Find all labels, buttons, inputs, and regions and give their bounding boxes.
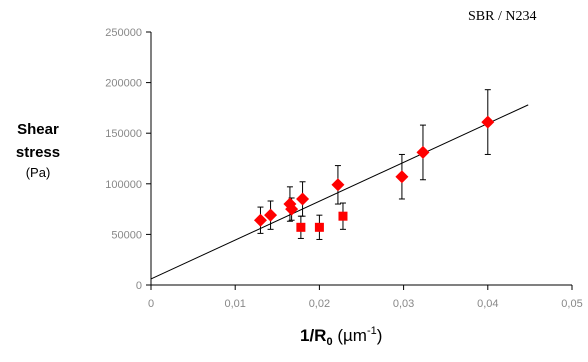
x-tick-label: 0,01 (224, 298, 245, 310)
x-tick-label: 0,04 (477, 298, 498, 310)
chart-annotation: SBR / N234 (468, 9, 537, 24)
y-tick-label: 100000 (105, 179, 142, 191)
data-point-diamond (416, 145, 430, 159)
y-tick-label: 250000 (105, 27, 142, 39)
x-axis-label-unit: (µm-1) (337, 325, 383, 345)
y-tick-label: 50000 (111, 229, 142, 241)
x-tick-label: 0 (148, 298, 154, 310)
trendline (150, 104, 529, 280)
data-point-diamond (285, 202, 299, 216)
data-point-diamond (296, 192, 310, 206)
y-tick-label: 0 (136, 280, 142, 292)
data-point-square (296, 222, 306, 232)
y-axis-label-unit: (Pa) (25, 165, 51, 180)
x-axis-label-subscript: 0 (326, 336, 333, 348)
data-point-diamond (331, 178, 345, 192)
x-tick-label: 0,05 (561, 298, 582, 310)
y-axis-label: Shear stress (Pa) (2, 118, 74, 182)
x-axis-label-main: 1/R (300, 326, 327, 345)
y-axis-label-line1: Shear (17, 121, 59, 138)
y-tick-label: 200000 (105, 78, 142, 90)
y-axis-label-line2: stress (15, 144, 61, 161)
y-tick-label: 150000 (105, 128, 142, 140)
data-point-square (338, 211, 348, 221)
x-axis-label: 1/R0 (µm-1) (300, 325, 382, 348)
x-tick-label: 0,02 (309, 298, 330, 310)
data-point-diamond (253, 213, 267, 227)
data-point-square (314, 222, 324, 232)
data-point-diamond (481, 115, 495, 129)
data-point-diamond (395, 170, 409, 184)
data-point-diamond (264, 208, 278, 222)
x-tick-label: 0,03 (393, 298, 414, 310)
